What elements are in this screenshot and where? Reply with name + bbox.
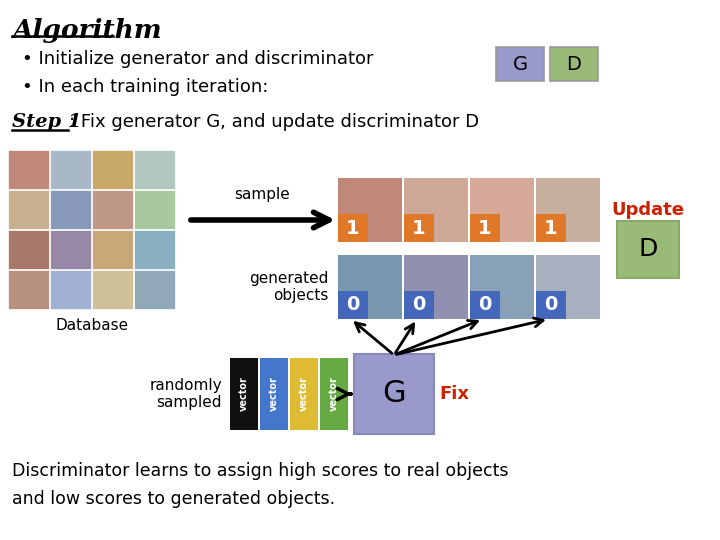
Bar — [134, 230, 175, 269]
Bar — [134, 190, 175, 229]
Bar — [338, 178, 402, 242]
Text: 0: 0 — [413, 295, 426, 314]
FancyBboxPatch shape — [617, 221, 679, 278]
FancyBboxPatch shape — [550, 47, 598, 81]
Bar — [320, 358, 348, 430]
Text: Update: Update — [611, 201, 685, 219]
Bar — [404, 178, 468, 242]
Bar — [404, 214, 434, 242]
Text: D: D — [639, 238, 657, 261]
Bar — [536, 291, 566, 319]
Text: 1: 1 — [478, 219, 492, 238]
Bar — [338, 291, 368, 319]
Bar — [92, 230, 133, 269]
Text: G: G — [513, 55, 528, 73]
Bar — [8, 230, 49, 269]
Text: Database: Database — [55, 318, 129, 333]
Bar — [8, 190, 49, 229]
Text: sample: sample — [234, 187, 290, 202]
Text: Discriminator learns to assign high scores to real objects: Discriminator learns to assign high scor… — [12, 462, 508, 480]
Bar — [470, 291, 500, 319]
Text: and low scores to generated objects.: and low scores to generated objects. — [12, 490, 335, 508]
Bar — [50, 150, 91, 189]
Bar — [470, 178, 534, 242]
Text: vector: vector — [299, 376, 309, 411]
Text: 1: 1 — [544, 219, 558, 238]
Text: 1: 1 — [412, 219, 426, 238]
Bar — [8, 150, 49, 189]
Text: randomly
sampled: randomly sampled — [149, 378, 222, 410]
Bar — [92, 190, 133, 229]
Text: 0: 0 — [478, 295, 492, 314]
Text: : Fix generator G, and update discriminator D: : Fix generator G, and update discrimina… — [69, 113, 479, 131]
Bar — [536, 255, 600, 319]
Text: 0: 0 — [346, 295, 360, 314]
Text: 1: 1 — [346, 219, 360, 238]
Text: 0: 0 — [544, 295, 558, 314]
Bar — [134, 150, 175, 189]
Text: Fix: Fix — [439, 385, 469, 403]
Bar — [338, 214, 368, 242]
Bar — [134, 270, 175, 309]
Bar — [8, 270, 49, 309]
Bar — [536, 214, 566, 242]
Bar — [290, 358, 318, 430]
Bar — [470, 255, 534, 319]
Bar — [536, 178, 600, 242]
Bar — [338, 255, 402, 319]
Bar — [470, 214, 500, 242]
Bar — [230, 358, 258, 430]
Text: • In each training iteration:: • In each training iteration: — [22, 78, 269, 96]
Text: D: D — [567, 55, 582, 73]
Text: • Initialize generator and discriminator: • Initialize generator and discriminator — [22, 50, 374, 68]
Text: vector: vector — [239, 376, 249, 411]
Bar — [50, 270, 91, 309]
Bar — [260, 358, 288, 430]
Text: G: G — [382, 380, 406, 408]
Text: vector: vector — [269, 376, 279, 411]
Bar — [404, 255, 468, 319]
Text: vector: vector — [329, 376, 339, 411]
Bar — [404, 291, 434, 319]
Bar — [50, 190, 91, 229]
FancyBboxPatch shape — [496, 47, 544, 81]
Text: generated
objects: generated objects — [248, 271, 328, 303]
FancyBboxPatch shape — [354, 354, 434, 434]
Bar — [92, 150, 133, 189]
Text: Step 1: Step 1 — [12, 113, 81, 131]
Text: Algorithm: Algorithm — [12, 18, 161, 43]
Bar — [92, 270, 133, 309]
Bar — [50, 230, 91, 269]
